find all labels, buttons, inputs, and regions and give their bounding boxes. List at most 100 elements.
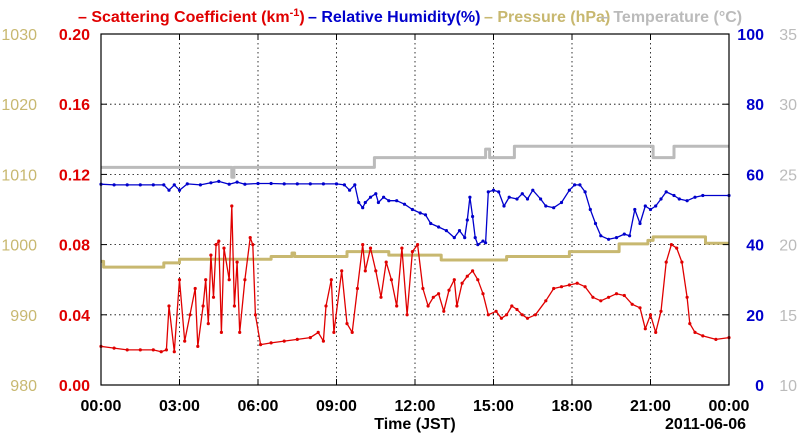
data-point (693, 330, 697, 334)
series-line (101, 144, 729, 179)
data-point (400, 246, 404, 250)
data-point (209, 181, 213, 185)
data-point (476, 243, 480, 247)
data-point (622, 232, 626, 236)
data-point (348, 188, 352, 192)
data-point (183, 339, 187, 343)
data-point (363, 269, 367, 273)
data-point (714, 337, 718, 341)
data-point (138, 348, 142, 352)
data-point (669, 243, 674, 247)
data-point (497, 190, 501, 194)
data-point (421, 286, 425, 291)
data-point (405, 313, 409, 317)
data-point (151, 183, 155, 187)
data-point (374, 269, 378, 273)
data-point (505, 313, 509, 317)
data-point (253, 313, 257, 317)
data-point (544, 299, 548, 303)
data-point (395, 304, 399, 308)
data-point (217, 239, 221, 243)
data-point (361, 206, 365, 210)
data-point (486, 190, 490, 194)
y-tick-label-pressure: 990 (10, 308, 37, 325)
data-point (384, 260, 388, 264)
data-point (308, 182, 312, 186)
y-tick-label-humidity: 60 (746, 167, 764, 184)
y-tick-label-temperature: 20 (779, 238, 797, 255)
data-point (282, 182, 286, 186)
data-point (376, 200, 380, 205)
y-tick-label-temperature: 10 (779, 378, 797, 395)
data-point (269, 341, 273, 345)
data-point (361, 243, 365, 247)
data-point (473, 236, 477, 240)
data-point (248, 236, 252, 240)
data-point (429, 221, 433, 226)
data-point (214, 243, 218, 247)
data-point (452, 278, 456, 282)
data-point (379, 295, 383, 299)
data-point (112, 183, 116, 187)
data-point (353, 183, 357, 187)
data-point (350, 330, 354, 334)
data-point (395, 199, 399, 203)
legend-label: – Pressure (hPa) (484, 9, 610, 26)
data-point (295, 182, 299, 186)
data-point (633, 207, 637, 212)
y-tick-label-humidity: 80 (746, 97, 764, 114)
y-tick-label-temperature: 25 (779, 167, 797, 184)
data-point (201, 304, 205, 308)
series-pressure (101, 235, 729, 269)
y-tick-label-scattering: 0.20 (59, 27, 90, 44)
data-point (672, 193, 676, 198)
data-point (227, 278, 231, 282)
series-line (101, 235, 729, 269)
data-point (259, 343, 263, 347)
data-point (321, 339, 325, 343)
y-tick-label-humidity: 40 (746, 238, 764, 255)
data-point (654, 204, 658, 208)
data-point (567, 283, 572, 287)
data-point (471, 269, 475, 273)
data-point (308, 336, 312, 340)
y-tick-label-scattering: 0.04 (59, 308, 90, 325)
data-point (664, 260, 668, 264)
date-label: 2011-06-06 (665, 416, 746, 433)
y-tick-label-temperature: 30 (779, 97, 797, 114)
data-point (410, 250, 414, 254)
data-point (368, 195, 373, 199)
data-point (559, 285, 564, 289)
y-tick-label-pressure: 1010 (1, 167, 37, 184)
data-point (167, 304, 171, 308)
y-tick-label-pressure: 1000 (1, 238, 37, 255)
data-point (410, 207, 414, 212)
y-tick-label-scattering: 0.08 (59, 238, 90, 255)
data-point (188, 313, 192, 317)
data-point (648, 313, 653, 317)
data-point (357, 200, 361, 205)
data-point (614, 292, 619, 296)
data-point (198, 183, 202, 187)
data-point (599, 299, 603, 303)
data-point (583, 190, 587, 194)
data-point (607, 295, 611, 299)
data-point (688, 322, 692, 326)
data-point (334, 182, 339, 186)
data-point (211, 295, 216, 299)
data-point (418, 211, 422, 215)
data-point (256, 181, 260, 186)
legend-item: – Scattering Coefficient (km-1) (78, 7, 305, 26)
data-point (204, 278, 208, 282)
legend-item: – Relative Humidity(%) (308, 9, 480, 26)
data-point (614, 236, 619, 240)
data-point (164, 348, 168, 352)
data-point (232, 304, 236, 308)
data-point (552, 206, 556, 210)
data-point (455, 304, 459, 308)
data-point (481, 292, 485, 296)
data-point (515, 197, 519, 201)
data-point (243, 182, 247, 186)
data-point (125, 183, 129, 187)
